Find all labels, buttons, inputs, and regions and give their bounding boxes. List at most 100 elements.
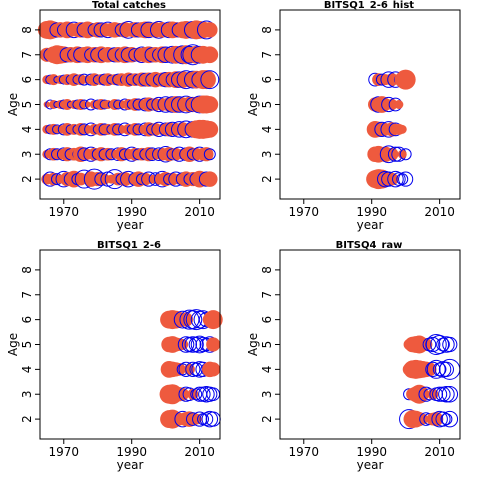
panel-2: BITSQ1_2-6_hist 1970 1990 2010 2 3 4 5 6 7 8 year Ag… <box>246 0 461 232</box>
y-tick-label: 5 <box>260 101 274 109</box>
positive-residual-bubble <box>74 123 88 136</box>
x-tick-label: 2010 <box>184 205 215 219</box>
y-tick-label: 7 <box>260 291 274 299</box>
negative-residual-bubble <box>432 362 447 377</box>
negative-residual-bubble <box>202 386 218 402</box>
negative-residual-bubble <box>387 170 404 188</box>
positive-residual-bubble <box>201 120 219 138</box>
negative-residual-bubble <box>438 336 455 353</box>
y-tick-label: 5 <box>20 101 34 109</box>
negative-residual-bubble <box>177 336 195 353</box>
negative-residual-bubble <box>435 411 451 427</box>
x-tick-label: 1990 <box>356 205 387 219</box>
negative-residual-bubble <box>199 412 214 426</box>
negative-residual-bubble <box>392 172 406 186</box>
negative-residual-bubble <box>430 335 450 354</box>
positive-residual-bubble <box>75 99 87 110</box>
negative-residual-bubble <box>436 337 450 352</box>
negative-residual-bubble <box>190 388 203 401</box>
panel-1: Total catches 1970 1990 2010 2 3 4 5 6 7 8 year Age <box>6 0 221 232</box>
y-tick-label: 4 <box>20 366 34 374</box>
x-tick-label: 1990 <box>116 205 147 219</box>
negative-residual-bubble <box>438 385 455 403</box>
y-tick-label: 3 <box>260 150 274 158</box>
y-tick-label: 6 <box>260 76 274 84</box>
y-tick-label: 2 <box>260 415 274 423</box>
positive-residual-bubble <box>101 147 115 161</box>
y-tick-label: 4 <box>260 366 274 374</box>
y-tick-label: 8 <box>260 266 274 274</box>
y-tick-label: 2 <box>20 175 34 183</box>
y-tick-label: 3 <box>20 390 34 398</box>
negative-residual-bubble <box>201 410 219 428</box>
y-tick-label: 6 <box>20 316 34 324</box>
y-tick-label: 4 <box>20 126 34 134</box>
x-tick-label: 2010 <box>184 445 215 459</box>
negative-residual-bubble <box>185 361 201 377</box>
negative-residual-bubble <box>425 334 447 355</box>
y-tick-label: 5 <box>260 341 274 349</box>
x-tick-label: 1970 <box>49 445 80 459</box>
y-tick-label: 6 <box>20 76 34 84</box>
positive-residual-bubble <box>417 413 429 425</box>
panel-3: BITSQ1_2-6 1970 1990 2010 2 3 4 5 6 7 8 year Age <box>6 240 223 472</box>
positive-residual-bubble <box>395 69 416 90</box>
negative-residual-bubble <box>399 148 412 161</box>
x-axis-label: year <box>117 458 144 472</box>
y-tick-label: 7 <box>260 51 274 59</box>
x-tick-label: 2010 <box>424 205 455 219</box>
negative-residual-bubble <box>188 336 204 353</box>
y-tick-label: 4 <box>260 126 274 134</box>
y-tick-label: 8 <box>260 26 274 34</box>
y-tick-label: 7 <box>20 51 34 59</box>
positive-residual-bubble <box>201 46 219 64</box>
positive-residual-bubble <box>201 96 219 113</box>
positive-residual-bubble <box>397 149 407 159</box>
positive-residual-bubble <box>48 123 60 135</box>
positive-residual-bubble <box>202 171 218 187</box>
y-tick-label: 3 <box>20 150 34 158</box>
y-axis-label: Age <box>246 93 260 116</box>
positive-residual-bubble <box>108 123 122 136</box>
plot-frame <box>39 249 221 440</box>
y-axis-label: Age <box>6 93 20 116</box>
panel-title: BITSQ1_2-6 <box>97 240 161 251</box>
panel-4: BITSQ4_raw 1970 1990 2010 2 3 4 5 6 7 8 year Age <box>246 240 461 472</box>
positive-residual-bubble <box>199 147 214 162</box>
y-tick-label: 8 <box>20 26 34 34</box>
x-tick-label: 1990 <box>356 445 387 459</box>
negative-residual-bubble <box>432 386 448 402</box>
positive-residual-bubble <box>43 101 50 108</box>
panel-title: BITSQ1_2-6_hist <box>324 0 414 11</box>
positive-residual-bubble <box>394 100 404 109</box>
positive-residual-bubble <box>422 362 437 377</box>
y-axis-label: Age <box>6 333 20 356</box>
x-axis-label: year <box>357 218 384 232</box>
y-tick-label: 7 <box>20 291 34 299</box>
negative-residual-bubble <box>431 410 448 428</box>
negative-residual-bubble <box>192 411 208 427</box>
negative-residual-bubble <box>440 413 453 426</box>
negative-residual-bubble <box>439 358 461 380</box>
positive-residual-bubble <box>203 310 223 330</box>
panel-title: Total catches <box>92 0 166 11</box>
x-axis-label: year <box>117 218 144 232</box>
negative-residual-bubble <box>441 410 459 428</box>
x-tick-label: 1990 <box>116 445 147 459</box>
positive-residual-bubble <box>75 74 87 86</box>
y-tick-label: 3 <box>260 390 274 398</box>
negative-residual-bubble <box>426 359 446 379</box>
y-tick-label: 2 <box>20 415 34 423</box>
positive-residual-bubble <box>206 362 221 377</box>
plot-frame <box>279 249 461 440</box>
x-tick-label: 2010 <box>424 445 455 459</box>
negative-residual-bubble <box>203 148 216 161</box>
x-tick-label: 1970 <box>289 205 320 219</box>
negative-residual-bubble <box>198 385 215 403</box>
y-tick-label: 5 <box>20 341 34 349</box>
y-tick-label: 6 <box>260 316 274 324</box>
negative-residual-bubble <box>396 173 409 186</box>
positive-residual-bubble <box>128 123 142 136</box>
y-axis-label: Age <box>246 333 260 356</box>
